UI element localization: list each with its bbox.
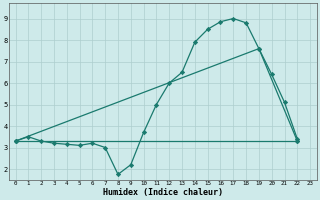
X-axis label: Humidex (Indice chaleur): Humidex (Indice chaleur) [103,188,223,197]
